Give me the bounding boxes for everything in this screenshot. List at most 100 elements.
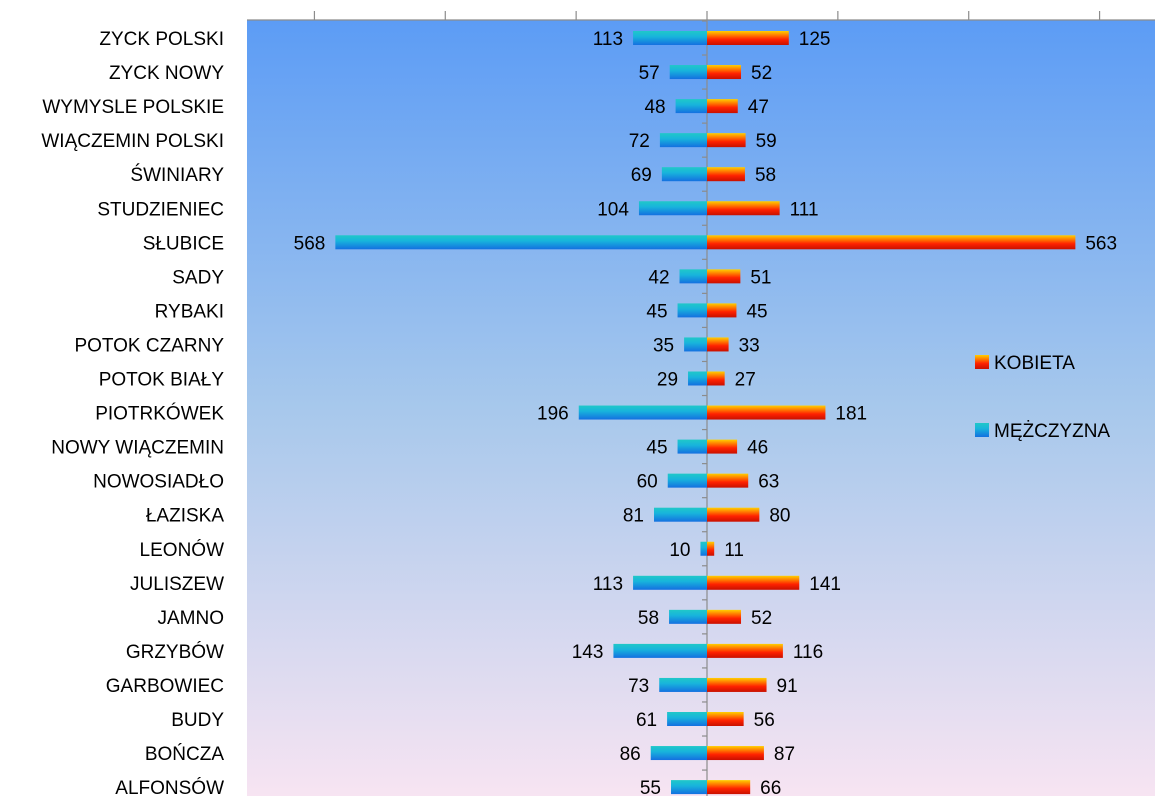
- category-label: ŚWINIARY: [130, 164, 224, 186]
- category-label: NOWY WIĄCZEMIN: [51, 438, 224, 459]
- data-label-mezczyzna: 45: [646, 301, 667, 322]
- bar-kobieta: [707, 31, 789, 45]
- bar-kobieta: [707, 405, 826, 420]
- category-label: NOWOSIADŁO: [93, 472, 224, 493]
- bar-mezczyzna: [675, 99, 707, 114]
- category-label: BOŃCZA: [145, 744, 225, 765]
- bar-kobieta: [707, 167, 745, 182]
- legend: KOBIETA MĘŻCZYZNA: [975, 353, 1110, 442]
- data-label-mezczyzna: 196: [537, 404, 569, 425]
- bar-kobieta: [707, 473, 749, 488]
- category-label: SADY: [172, 267, 224, 288]
- category-label: GARBOWIEC: [106, 676, 224, 697]
- data-label-mezczyzna: 73: [628, 676, 649, 697]
- bar-mezczyzna: [669, 609, 707, 624]
- data-label-kobieta: 51: [750, 267, 771, 288]
- bar-kobieta: [707, 99, 738, 114]
- bar-mezczyzna: [667, 473, 707, 488]
- bar-kobieta: [707, 303, 737, 318]
- bar-mezczyzna: [638, 201, 707, 216]
- legend-swatch: [975, 423, 989, 437]
- bar-kobieta: [707, 609, 742, 624]
- data-label-kobieta: 181: [835, 404, 867, 425]
- data-label-kobieta: 80: [769, 506, 790, 527]
- bar-kobieta: [707, 337, 729, 352]
- bar-kobieta: [707, 677, 767, 692]
- bar-mezczyzna: [613, 643, 707, 658]
- bar-mezczyzna: [671, 780, 707, 795]
- bar-mezczyzna: [650, 746, 707, 761]
- bar-mezczyzna: [654, 507, 707, 522]
- category-label: ALFONSÓW: [115, 777, 224, 796]
- category-label: ZYCK POLSKI: [99, 29, 224, 50]
- data-label-kobieta: 56: [754, 710, 775, 731]
- data-label-mezczyzna: 42: [648, 267, 669, 288]
- legend-item-mezczyzna: MĘŻCZYZNA: [975, 421, 1110, 442]
- category-label: LEONÓW: [140, 539, 225, 561]
- data-label-kobieta: 59: [756, 131, 777, 152]
- data-label-mezczyzna: 61: [636, 710, 657, 731]
- data-label-mezczyzna: 10: [669, 540, 690, 561]
- labels-layer: ZYCK POLSKI 113 125 ZYCK NOWY 57 52 WYMYSLE PO…: [41, 29, 1117, 796]
- data-label-kobieta: 27: [735, 370, 756, 391]
- bars-layer: [335, 31, 1076, 795]
- data-label-kobieta: 47: [748, 97, 769, 118]
- category-label: BUDY: [171, 710, 224, 731]
- bar-mezczyzna: [659, 677, 707, 692]
- data-label-mezczyzna: 113: [593, 29, 623, 50]
- bar-kobieta: [707, 643, 783, 658]
- category-label: JULISZEW: [130, 574, 224, 595]
- data-label-mezczyzna: 143: [572, 642, 604, 663]
- data-label-kobieta: 563: [1085, 233, 1117, 254]
- bar-mezczyzna: [578, 405, 707, 420]
- data-label-mezczyzna: 72: [629, 131, 650, 152]
- bar-kobieta: [707, 371, 725, 386]
- category-label: RYBAKI: [155, 301, 224, 322]
- bar-kobieta: [707, 65, 742, 80]
- bar-kobieta: [707, 746, 764, 761]
- data-label-mezczyzna: 113: [593, 574, 623, 595]
- category-label: WIĄCZEMIN POLSKI: [41, 131, 224, 152]
- bar-kobieta: [707, 235, 1076, 250]
- bar-kobieta: [707, 541, 715, 556]
- category-label: POTOK BIAŁY: [99, 370, 225, 391]
- data-label-mezczyzna: 29: [657, 370, 678, 391]
- data-label-kobieta: 66: [760, 778, 781, 796]
- bar-mezczyzna: [659, 133, 707, 148]
- legend-swatch: [975, 355, 989, 369]
- data-label-mezczyzna: 104: [597, 199, 629, 220]
- data-label-mezczyzna: 45: [646, 438, 667, 459]
- data-label-kobieta: 33: [739, 335, 760, 356]
- bar-kobieta: [707, 507, 760, 522]
- legend-label: KOBIETA: [994, 353, 1075, 374]
- bar-mezczyzna: [677, 439, 707, 454]
- category-label: SŁUBICE: [143, 233, 224, 254]
- data-label-kobieta: 87: [774, 744, 795, 765]
- legend-label: MĘŻCZYZNA: [994, 421, 1110, 442]
- bar-mezczyzna: [335, 235, 707, 250]
- category-label: GRZYBÓW: [126, 641, 224, 663]
- category-label: ZYCK NOWY: [109, 63, 224, 84]
- bar-kobieta: [707, 575, 800, 590]
- data-label-kobieta: 91: [777, 676, 798, 697]
- data-label-kobieta: 63: [758, 472, 779, 493]
- category-label: STUDZIENIEC: [97, 199, 224, 220]
- data-label-kobieta: 141: [809, 574, 841, 595]
- data-label-mezczyzna: 48: [644, 97, 665, 118]
- bar-mezczyzna: [661, 167, 707, 182]
- bar-mezczyzna: [688, 371, 707, 386]
- bar-mezczyzna: [669, 65, 707, 80]
- category-label: POTOK CZARNY: [74, 335, 224, 356]
- data-label-mezczyzna: 86: [620, 744, 641, 765]
- data-label-mezczyzna: 81: [623, 506, 644, 527]
- bar-mezczyzna: [633, 575, 707, 590]
- data-label-kobieta: 52: [751, 63, 772, 84]
- legend-item-kobieta: KOBIETA: [975, 353, 1075, 374]
- bar-kobieta: [707, 780, 751, 795]
- category-label: JAMNO: [158, 608, 225, 629]
- bar-kobieta: [707, 201, 780, 216]
- data-label-kobieta: 45: [746, 301, 767, 322]
- data-label-mezczyzna: 60: [637, 472, 658, 493]
- bar-kobieta: [707, 712, 744, 726]
